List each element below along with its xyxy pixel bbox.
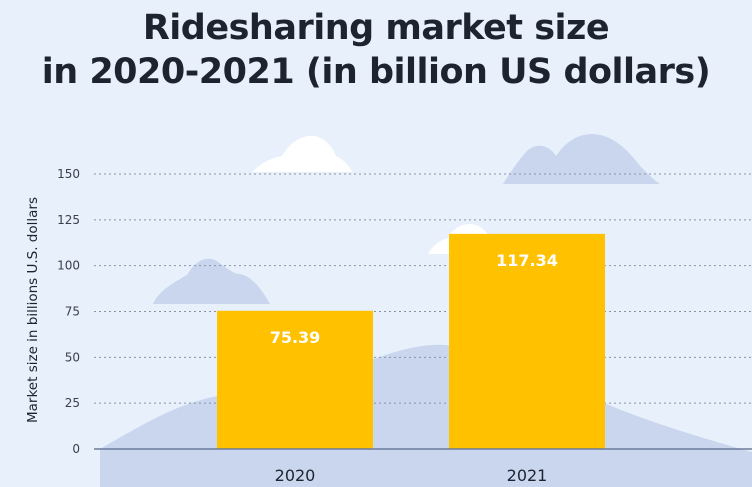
y-tick-label: 50 bbox=[65, 350, 80, 364]
y-tick-label: 125 bbox=[57, 213, 80, 227]
bar-2021 bbox=[449, 233, 605, 449]
y-tick-label: 25 bbox=[65, 396, 80, 410]
y-tick-label: 150 bbox=[57, 167, 80, 181]
bars bbox=[217, 233, 605, 449]
value-labels: 75.39 117.34 bbox=[270, 251, 558, 347]
chart-title: Ridesharing market size in 2020-2021 (in… bbox=[0, 6, 752, 94]
y-tick-label: 75 bbox=[65, 305, 80, 319]
chart-title-line-1: Ridesharing market size bbox=[142, 8, 610, 48]
mountain-shape bbox=[100, 344, 752, 487]
bar-2020 bbox=[217, 310, 373, 449]
cloud-right bbox=[503, 134, 660, 184]
background-decoration bbox=[100, 134, 752, 487]
value-label-2020: 75.39 bbox=[270, 328, 321, 347]
y-tick-labels: 0 25 50 75 100 125 150 bbox=[57, 167, 80, 456]
y-axis-label: Market size in billions U.S. dollars bbox=[25, 197, 41, 423]
cloud-left bbox=[153, 258, 270, 304]
x-tick-label-2021: 2021 bbox=[507, 466, 548, 485]
y-tick-label: 0 bbox=[72, 442, 80, 456]
value-label-2021: 117.34 bbox=[496, 251, 558, 270]
x-tick-labels: 2020 2021 bbox=[275, 466, 548, 485]
x-tick-label-2020: 2020 bbox=[275, 466, 316, 485]
cloud-white-top bbox=[252, 135, 352, 172]
chart-title-line-2: in 2020-2021 (in billion US dollars) bbox=[41, 52, 711, 92]
y-tick-label: 100 bbox=[57, 259, 80, 273]
